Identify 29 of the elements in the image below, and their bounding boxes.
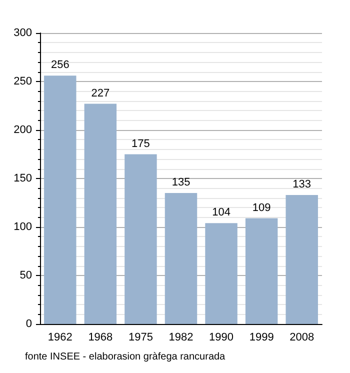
y-tick-label: 150 [14, 172, 32, 184]
bar [245, 218, 278, 324]
bar [286, 194, 318, 324]
x-tick-label: 1990 [209, 332, 234, 344]
data-label: 109 [252, 202, 271, 214]
bar [44, 76, 76, 324]
y-tick-label: 200 [14, 124, 32, 136]
data-label: 133 [292, 178, 312, 190]
x-tick-label: 1968 [88, 332, 113, 344]
data-label: 135 [172, 176, 190, 189]
bar [205, 223, 238, 324]
x-tick-label: 1962 [48, 332, 72, 344]
y-tick-label: 250 [14, 76, 32, 88]
x-tick-label: 2008 [290, 332, 314, 344]
y-tick-label: 50 [20, 270, 32, 282]
x-tick-label: 1975 [128, 332, 153, 344]
x-tick-label: 1982 [168, 332, 194, 344]
y-tick-label: 100 [14, 221, 32, 233]
bar [164, 193, 198, 324]
x-tick-label: 1999 [249, 332, 274, 344]
y-tick-label: 300 [14, 27, 32, 39]
bar [124, 154, 157, 324]
data-label: 175 [132, 138, 150, 150]
bar [84, 104, 117, 324]
data-label: 104 [212, 206, 230, 219]
data-label: 227 [91, 87, 110, 100]
source-note: fonte INSEE - elaborasion gràfega rancurada [25, 352, 226, 362]
y-tick-label: 0 [26, 318, 32, 330]
data-label: 256 [50, 59, 70, 72]
